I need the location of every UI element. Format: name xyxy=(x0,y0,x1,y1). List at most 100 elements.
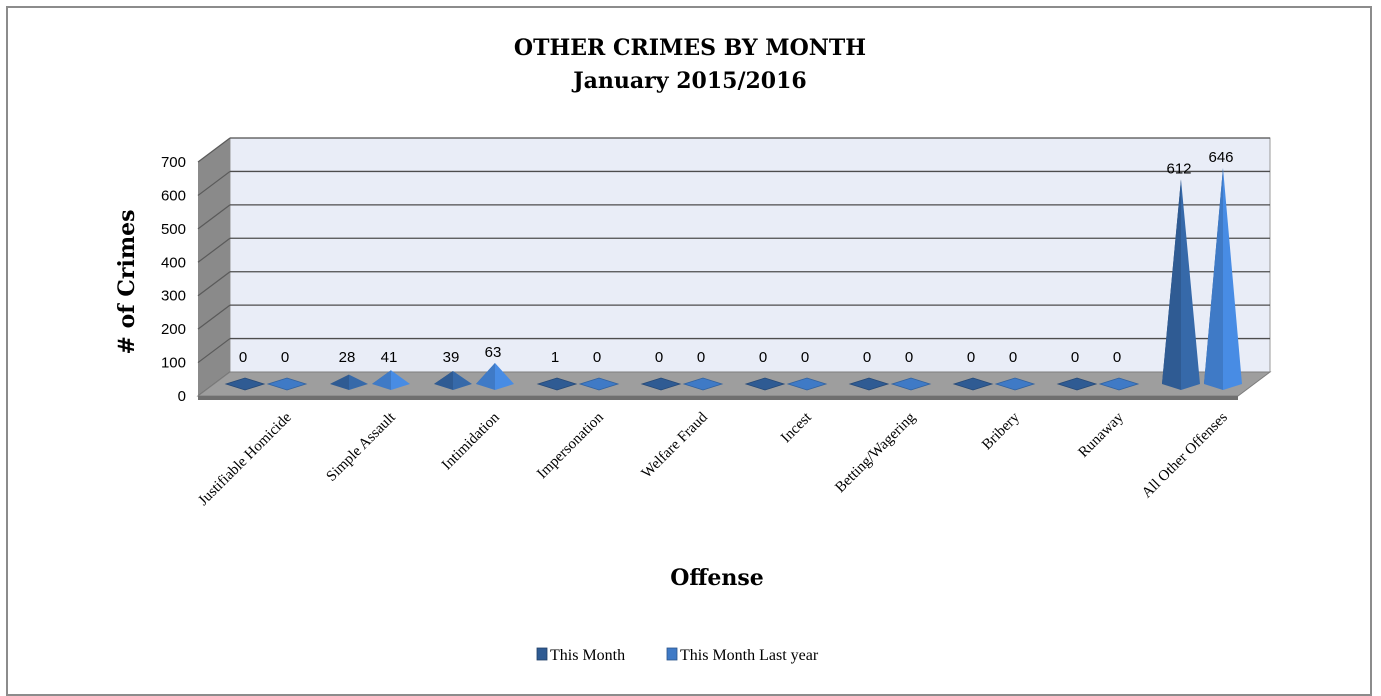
legend-swatch xyxy=(666,647,678,661)
pyramid-base xyxy=(848,377,890,391)
pyramid-base xyxy=(994,377,1036,391)
y-tick-label: 500 xyxy=(161,221,186,238)
pyramid-this-month xyxy=(330,374,368,390)
data-label: 0 xyxy=(1071,349,1079,366)
data-label: 0 xyxy=(905,349,913,366)
data-label: 0 xyxy=(593,349,601,366)
pyramid-last-year xyxy=(994,377,1036,391)
data-label: 41 xyxy=(381,349,398,366)
side-gridline xyxy=(197,237,231,263)
x-tick-label: Incest xyxy=(778,409,815,446)
pyramid-face-front-left xyxy=(330,374,349,390)
pyramid-face-front-right xyxy=(349,374,368,390)
y-tick-label: 300 xyxy=(161,288,186,305)
pyramid-last-year xyxy=(578,377,620,391)
side-gridline xyxy=(197,204,231,230)
data-label: 63 xyxy=(485,344,502,361)
data-label: 0 xyxy=(697,349,705,366)
chart-subtitle: January 2015/2016 xyxy=(571,68,806,94)
pyramid-face-front-left xyxy=(372,370,391,390)
legend: This Month This Month Last year xyxy=(536,647,819,664)
x-tick-label: Bribery xyxy=(979,409,1023,453)
pyramid-last-year xyxy=(1204,168,1242,390)
pyramid-base xyxy=(578,377,620,391)
data-label: 39 xyxy=(443,349,460,366)
pyramid-base xyxy=(1098,377,1140,391)
data-label: 0 xyxy=(1009,349,1017,366)
y-tick-label: 100 xyxy=(161,355,186,372)
pyramid-base xyxy=(890,377,932,391)
pyramid-base xyxy=(682,377,724,391)
data-label: 28 xyxy=(339,349,356,366)
side-gridline xyxy=(197,304,231,330)
pyramid-face-front-right xyxy=(1223,168,1242,390)
y-tick-label: 200 xyxy=(161,321,186,338)
x-tick-label: Runaway xyxy=(1075,409,1127,461)
pyramid-base xyxy=(640,377,682,391)
data-label: 0 xyxy=(967,349,975,366)
pyramid-face-front-left xyxy=(1204,168,1223,390)
pyramid-last-year xyxy=(372,370,410,390)
side-gridline xyxy=(197,271,231,297)
pyramid-base xyxy=(744,377,786,391)
side-gridline xyxy=(197,338,231,364)
x-axis-title: Offense xyxy=(670,565,764,591)
legend-swatch xyxy=(536,647,548,661)
pyramid-this-month xyxy=(1056,377,1098,391)
pyramid-base xyxy=(536,377,578,391)
pyramid-this-month xyxy=(1162,179,1200,390)
pyramid-this-month xyxy=(744,377,786,391)
pyramid-face-front-left xyxy=(476,362,495,390)
data-label: 646 xyxy=(1208,149,1233,166)
side-gridline xyxy=(197,170,231,196)
data-label: 1 xyxy=(551,349,559,366)
y-tick-label: 600 xyxy=(161,187,186,204)
x-tick-label: Justifiable Homicide xyxy=(195,409,295,509)
pyramid-last-year xyxy=(266,377,308,391)
pyramid-base xyxy=(952,377,994,391)
y-tick-label: 700 xyxy=(161,154,186,171)
pyramid-face-front-right xyxy=(495,362,514,390)
pyramid-face-front-right xyxy=(391,370,410,390)
data-label: 0 xyxy=(863,349,871,366)
pyramid-this-month xyxy=(224,377,266,391)
x-tick-label: Intimidation xyxy=(439,409,503,473)
plot-side-wall xyxy=(198,138,230,396)
plot-floor-edge xyxy=(198,396,1238,400)
y-tick-label: 0 xyxy=(178,388,186,405)
pyramid-last-year xyxy=(476,362,514,390)
x-tick-label: Simple Assault xyxy=(324,409,400,485)
legend-label: This Month Last year xyxy=(680,647,819,664)
pyramid-face-front-right xyxy=(453,370,472,390)
pyramid-this-month xyxy=(640,377,682,391)
pyramid-face-front-left xyxy=(434,370,453,390)
pyramid-this-month xyxy=(434,370,472,390)
y-axis-title: # of Crimes xyxy=(114,209,140,354)
plot-back-wall xyxy=(229,137,1271,373)
x-tick-label: All Other Offenses xyxy=(1139,409,1231,501)
pyramid-base xyxy=(786,377,828,391)
pyramid-last-year xyxy=(786,377,828,391)
pyramid-base xyxy=(1056,377,1098,391)
x-tick-label: Betting/Wagering xyxy=(832,409,919,496)
chart-title: OTHER CRIMES BY MONTH xyxy=(514,35,866,61)
pyramid-face-front-left xyxy=(1162,179,1181,390)
pyramid-this-month xyxy=(952,377,994,391)
data-label: 0 xyxy=(239,349,247,366)
x-tick-label: Welfare Fraud xyxy=(639,409,711,481)
pyramid-face-front-right xyxy=(1181,179,1200,390)
data-label: 0 xyxy=(281,349,289,366)
pyramid-last-year xyxy=(682,377,724,391)
legend-label: This Month xyxy=(550,647,625,664)
x-tick-label: Impersonation xyxy=(534,409,607,482)
pyramid-last-year xyxy=(1098,377,1140,391)
data-label: 0 xyxy=(655,349,663,366)
pyramid-this-month xyxy=(848,377,890,391)
pyramid-this-month xyxy=(536,377,578,391)
data-label: 0 xyxy=(1113,349,1121,366)
data-label: 612 xyxy=(1166,160,1191,177)
data-label: 0 xyxy=(801,349,809,366)
pyramid-base xyxy=(224,377,266,391)
pyramid-base xyxy=(266,377,308,391)
